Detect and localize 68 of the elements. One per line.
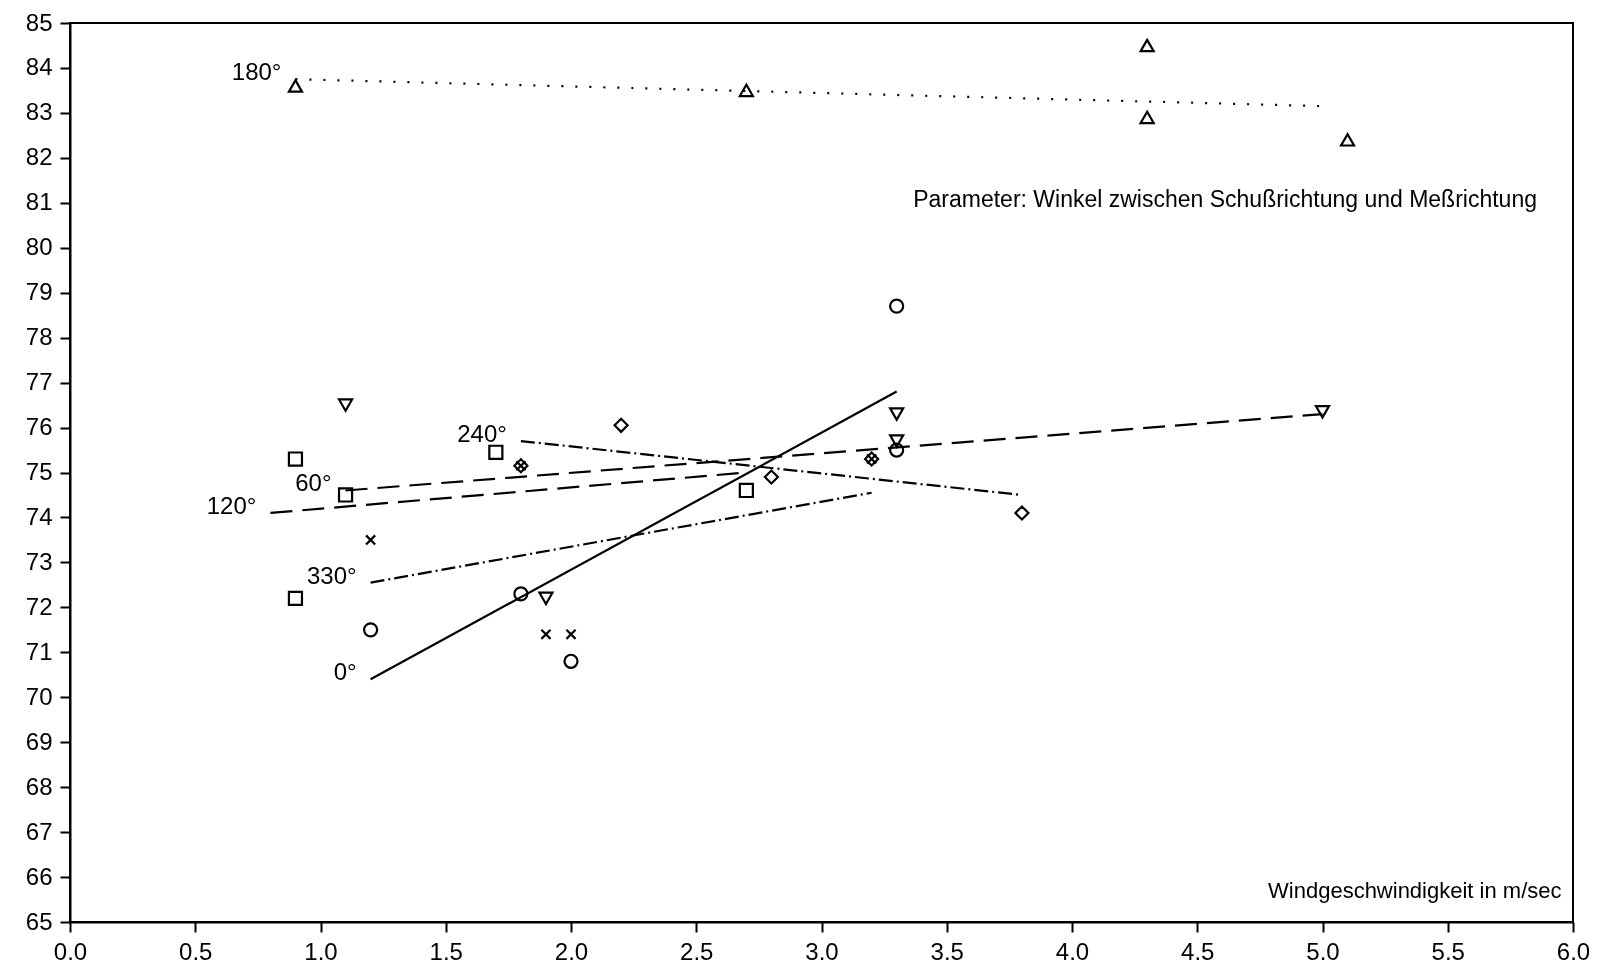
point (362, 622, 379, 638)
series-label: 330° (306, 561, 357, 589)
x-tick-label: 1.0 (304, 937, 338, 965)
y-tick-label: 75 (25, 458, 53, 485)
series-label: 240° (457, 420, 507, 448)
x-tick-label: 1.5 (429, 937, 463, 965)
y-tick-label: 76 (25, 413, 53, 441)
y-tick-label: 71 (25, 637, 53, 665)
point (337, 398, 354, 412)
series-label: 0° (333, 658, 357, 686)
point (1014, 505, 1030, 521)
point (287, 590, 304, 606)
point (738, 83, 754, 98)
y-tick-label: 78 (25, 323, 53, 351)
y-tick-label: 83 (25, 98, 53, 126)
point (364, 534, 377, 546)
y-tick-label: 67 (25, 817, 53, 845)
x-tick-label: 5.5 (1431, 937, 1465, 965)
point (565, 628, 577, 640)
x-tick-label: 3.5 (930, 937, 964, 965)
y-tick-label: 82 (25, 143, 53, 171)
x-axis-title: Windgeschwindigkeit in m/sec (1268, 877, 1562, 903)
y-tick-label: 70 (25, 682, 53, 710)
point (738, 482, 754, 499)
point (538, 591, 554, 606)
point (513, 586, 529, 602)
y-tick-label: 80 (25, 233, 53, 261)
y-tick-label: 81 (25, 188, 53, 216)
point (287, 79, 304, 93)
point (763, 469, 780, 485)
y-tick-label: 77 (25, 368, 53, 396)
y-tick-label: 79 (25, 278, 53, 306)
x-tick-label: 4.5 (1181, 937, 1215, 965)
y-tick-label: 73 (25, 547, 53, 575)
x-tick-label: 6.0 (1556, 937, 1591, 965)
x-tick-label: 0.5 (179, 937, 213, 965)
x-tick-label: 5.0 (1306, 937, 1340, 965)
point (563, 653, 579, 669)
y-tick-label: 69 (25, 727, 53, 755)
point (1139, 38, 1155, 53)
point (889, 442, 905, 458)
point (488, 444, 504, 460)
point (540, 628, 552, 640)
point (1314, 405, 1331, 419)
point (889, 407, 905, 421)
point (1339, 133, 1356, 147)
point (1139, 110, 1155, 125)
x-tick-label: 3.0 (805, 937, 839, 965)
series-label: 120° (206, 491, 257, 519)
y-tick-label: 65 (25, 907, 53, 935)
y-tick-label: 66 (25, 862, 53, 890)
point (889, 434, 905, 448)
x-tick-label: 4.0 (1055, 937, 1090, 965)
y-tick-label: 84 (25, 53, 53, 81)
point (287, 451, 304, 467)
point (613, 417, 629, 433)
series-label: 180° (231, 58, 282, 86)
point (889, 298, 905, 314)
y-tick-label: 74 (25, 502, 53, 530)
y-tick-label: 68 (25, 772, 53, 800)
x-tick-label: 0.0 (53, 937, 88, 965)
y-tick-label: 72 (25, 592, 53, 620)
y-tick-label: 85 (25, 8, 53, 36)
point (337, 487, 354, 503)
x-tick-label: 2.0 (554, 937, 589, 965)
x-tick-label: 2.5 (680, 937, 714, 965)
series-label: 60° (295, 469, 332, 497)
annotation: Parameter: Winkel zwischen Schußrichtung und Meßrichtung (913, 186, 1537, 212)
